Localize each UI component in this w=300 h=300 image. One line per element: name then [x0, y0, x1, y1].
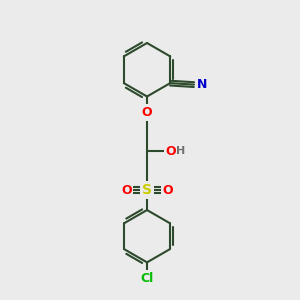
Text: H: H — [176, 146, 185, 157]
Text: O: O — [142, 106, 152, 119]
Text: N: N — [197, 78, 207, 91]
Text: O: O — [121, 184, 131, 196]
Text: Cl: Cl — [140, 272, 154, 285]
Text: O: O — [163, 184, 173, 196]
Text: O: O — [166, 145, 176, 158]
Text: S: S — [142, 183, 152, 197]
